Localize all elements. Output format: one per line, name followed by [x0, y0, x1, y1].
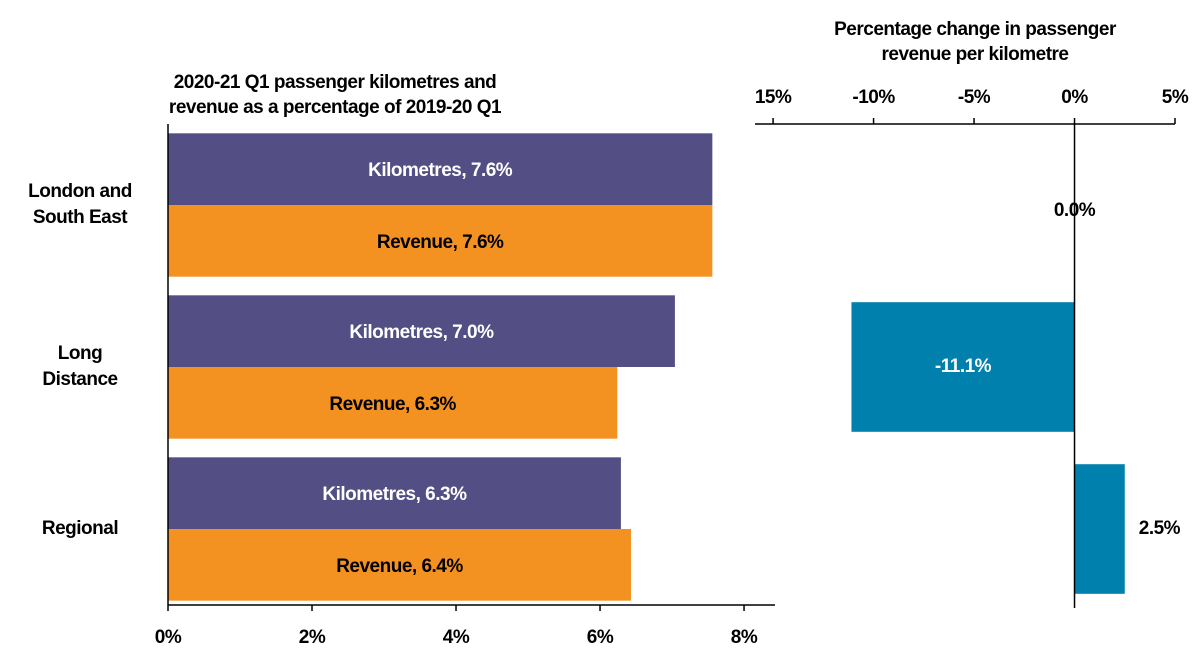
x-tick-label: 6%: [587, 627, 614, 648]
bar: [1074, 464, 1125, 594]
data-label: Kilometres, 7.6%: [368, 160, 513, 181]
bar: [168, 205, 713, 277]
x-tick-label: 5%: [1162, 87, 1189, 108]
category-label: Regional: [42, 518, 118, 539]
data-label: Revenue, 6.3%: [329, 394, 456, 415]
data-label: Kilometres, 6.3%: [322, 484, 467, 505]
x-tick-label: 0%: [155, 627, 182, 648]
chart-title: revenue per kilometre: [882, 44, 1069, 65]
bar: [168, 133, 713, 205]
chart-title: Percentage change in passenger: [834, 19, 1117, 40]
x-tick-label: 15%: [755, 87, 792, 108]
bar: [168, 457, 621, 529]
chart-title: revenue as a percentage of 2019-20 Q1: [169, 97, 502, 118]
x-tick-label: 8%: [731, 627, 758, 648]
bar: [168, 295, 675, 367]
data-label: Revenue, 6.4%: [336, 556, 463, 577]
data-label: Kilometres, 7.0%: [349, 322, 494, 343]
x-tick-label: -10%: [852, 87, 895, 108]
data-label: -11.1%: [935, 356, 992, 377]
bar: [851, 302, 1075, 432]
x-tick-label: -5%: [958, 87, 991, 108]
category-label: London and South East: [28, 181, 132, 228]
x-tick-label: 4%: [443, 627, 470, 648]
chart-title: 2020-21 Q1 passenger kilometres and: [174, 72, 497, 93]
category-label: Long Distance: [42, 343, 117, 390]
data-label: Revenue, 7.6%: [377, 232, 504, 253]
x-tick-label: 0%: [1061, 87, 1088, 108]
bar: [168, 367, 618, 439]
x-tick-label: 2%: [299, 627, 326, 648]
bar: [168, 529, 631, 601]
data-label: 2.5%: [1139, 518, 1181, 539]
